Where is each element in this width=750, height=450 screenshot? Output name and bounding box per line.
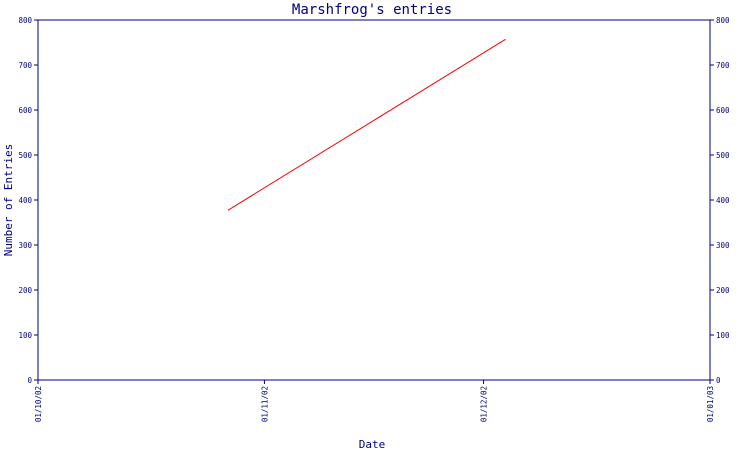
- y-tick-label-right: 600: [716, 106, 730, 115]
- y-tick-label-right: 0: [716, 376, 721, 385]
- y-tick-label-right: 100: [716, 331, 730, 340]
- x-axis: 01/10/02 01/11/02 01/12/02 01/01/03: [34, 380, 715, 422]
- y-tick-label-left: 500: [18, 151, 32, 160]
- y-tick-label-left: 800: [18, 16, 32, 25]
- series-layer: [227, 38, 506, 211]
- y-tick-label-right: 400: [716, 196, 730, 205]
- x-tick-label: 01/11/02: [260, 386, 269, 422]
- y-axis-left: 0 100 200 300 400 500 600 700 800: [18, 16, 38, 385]
- y-tick-label-left: 700: [18, 61, 32, 70]
- y-tick-label-right: 800: [716, 16, 730, 25]
- y-tick-label-right: 300: [716, 241, 730, 250]
- chart-title: Marshfrog's entries: [292, 2, 452, 18]
- x-tick-label: 01/12/02: [480, 386, 489, 422]
- series-line: [227, 38, 506, 211]
- x-axis-label: Date: [359, 438, 386, 450]
- y-tick-label-left: 300: [18, 241, 32, 250]
- y-tick-label-right: 200: [716, 286, 730, 295]
- y-tick-label-right: 500: [716, 151, 730, 160]
- x-tick-label: 01/01/03: [706, 386, 715, 422]
- y-axis-label: Number of Entries: [2, 144, 15, 257]
- x-tick-label: 01/10/02: [34, 386, 43, 422]
- y-tick-label-left: 0: [27, 376, 32, 385]
- y-tick-label-left: 200: [18, 286, 32, 295]
- y-tick-label-left: 100: [18, 331, 32, 340]
- y-tick-label-left: 600: [18, 106, 32, 115]
- y-tick-label-left: 400: [18, 196, 32, 205]
- y-tick-label-right: 700: [716, 61, 730, 70]
- y-axis-right: 0 100 200 300 400 500 600 700 800: [710, 16, 730, 385]
